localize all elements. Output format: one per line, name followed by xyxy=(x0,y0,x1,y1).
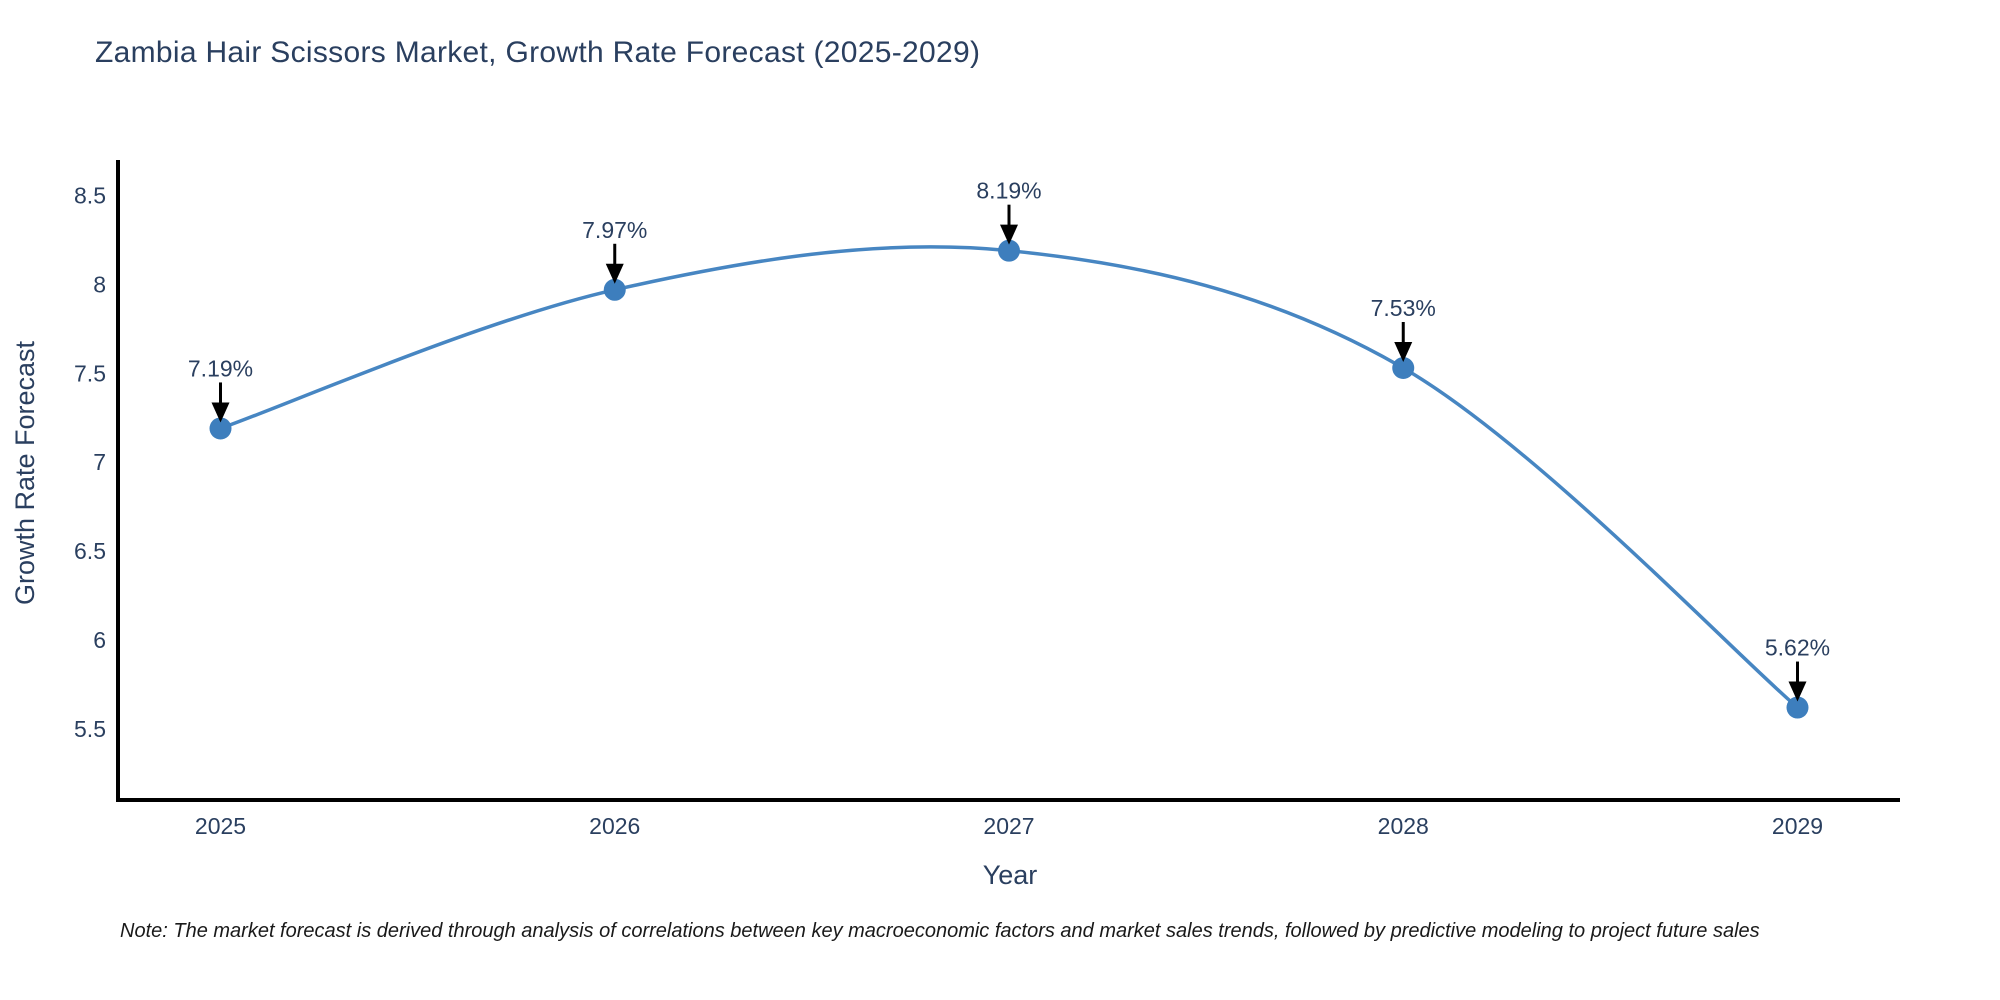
y-tick-label: 5.5 xyxy=(74,716,106,742)
annotation-arrowhead xyxy=(1000,224,1018,245)
x-tick-label: 2026 xyxy=(589,813,640,839)
annotation-arrowhead xyxy=(1788,681,1807,702)
annotation-arrowhead xyxy=(605,263,624,284)
x-tick-label: 2028 xyxy=(1378,813,1429,839)
x-tick-label: 2029 xyxy=(1772,813,1823,839)
y-tick-label: 7 xyxy=(93,449,106,475)
data-point xyxy=(603,278,626,301)
chart-title: Zambia Hair Scissors Market, Growth Rate… xyxy=(95,36,981,69)
data-point xyxy=(1786,696,1809,719)
data-point xyxy=(998,239,1020,262)
data-point xyxy=(1392,357,1415,379)
y-tick-label: 7.5 xyxy=(74,360,106,386)
data-point-label: 7.53% xyxy=(1371,295,1436,321)
data-point-label: 8.19% xyxy=(976,178,1041,204)
x-axis-title: Year xyxy=(983,860,1038,890)
x-tick-label: 2027 xyxy=(983,813,1034,839)
y-tick-label: 6 xyxy=(93,627,106,653)
annotation-arrowhead xyxy=(211,402,230,423)
y-tick-label: 8 xyxy=(93,271,106,297)
y-tick-label: 6.5 xyxy=(74,538,106,564)
y-axis-title: Growth Rate Forecast xyxy=(10,340,40,605)
data-point-label: 7.97% xyxy=(582,217,647,243)
x-tick-label: 2025 xyxy=(195,813,246,839)
data-point xyxy=(209,417,232,440)
data-point-label: 5.62% xyxy=(1765,635,1830,661)
data-point-label: 7.19% xyxy=(188,355,253,381)
annotation-arrowhead xyxy=(1394,342,1413,362)
y-tick-label: 8.5 xyxy=(74,183,106,209)
footnote-text: Note: The market forecast is derived thr… xyxy=(120,920,1760,942)
forecast-line xyxy=(218,245,1800,710)
